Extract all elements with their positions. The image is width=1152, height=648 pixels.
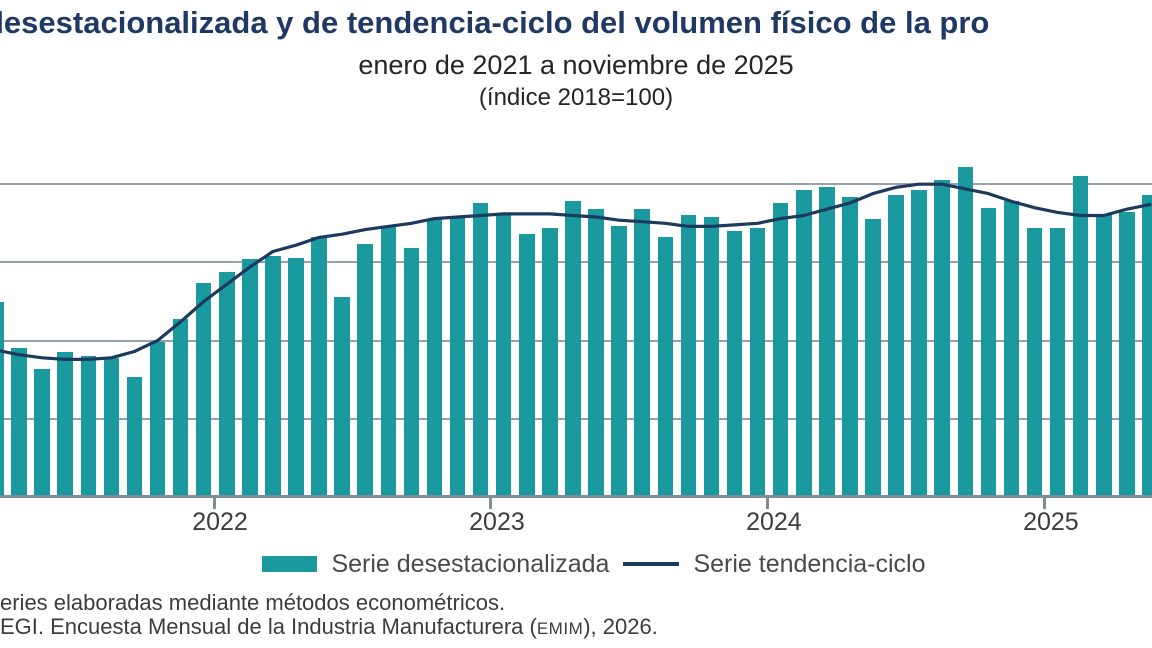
bar [242, 259, 258, 497]
bar [11, 348, 27, 497]
bar [403, 248, 420, 497]
bar [1119, 212, 1135, 497]
bar [519, 234, 535, 497]
footnote-source-prefix: EGI. Encuesta Mensual de la Industria Ma… [0, 614, 537, 639]
legend-bar-label: Serie desestacionalizada [331, 549, 610, 578]
legend-bar-swatch [262, 556, 318, 572]
bar [172, 318, 189, 497]
bar [495, 213, 512, 497]
gridline [0, 183, 1152, 186]
index-note: (índice 2018=100) [478, 84, 674, 111]
x-axis-year-label: 2023 [469, 508, 525, 536]
bar [911, 190, 927, 497]
bar [842, 196, 858, 497]
bar [1026, 228, 1043, 497]
bar [0, 301, 4, 497]
bar [1003, 201, 1020, 497]
bar [934, 179, 950, 497]
x-axis-tick [1043, 498, 1047, 509]
bar [57, 351, 73, 497]
x-axis-tick [766, 498, 770, 509]
footnote-line-2: EGI. Encuesta Mensual de la Industria Ma… [0, 614, 658, 640]
x-axis-year-label: 2024 [746, 508, 802, 536]
bar [819, 187, 835, 497]
bar [865, 218, 881, 497]
page-title: desestacionalizada y de tendencia-ciclo … [0, 5, 990, 40]
bar [796, 190, 812, 497]
bar [565, 201, 581, 497]
bar [288, 257, 304, 497]
bar [1142, 195, 1152, 497]
bar [726, 231, 743, 497]
bar [380, 226, 397, 497]
bar [426, 218, 443, 497]
subtitle: enero de 2021 a noviembre de 2025 [358, 50, 794, 80]
bar [888, 195, 904, 497]
legend-line-swatch [623, 562, 680, 566]
legend: Serie desestacionalizada Serie tendencia… [18, 549, 1152, 579]
bar [634, 209, 650, 497]
bar [34, 368, 50, 497]
bar [103, 357, 120, 497]
x-axis-year-label: 2022 [192, 508, 248, 536]
trend-line [0, 182, 1152, 361]
bar [980, 207, 997, 497]
x-axis-year-label: 2025 [1023, 508, 1079, 536]
bar [703, 217, 720, 497]
bar [657, 237, 674, 497]
x-axis-line [0, 495, 1152, 498]
bar [1096, 213, 1112, 497]
bar [265, 256, 281, 497]
footnote-line-1: eries elaboradas mediante métodos econom… [0, 590, 506, 615]
bar [1072, 176, 1089, 497]
footnote-source-suffix: ), 2026. [583, 614, 658, 639]
x-axis-tick [212, 498, 216, 509]
plot-area [0, 145, 1152, 497]
bar [149, 342, 166, 497]
bar [472, 202, 489, 497]
bar [219, 271, 235, 497]
bar [542, 228, 558, 497]
bar [588, 209, 604, 497]
bar [334, 296, 350, 497]
x-axis-tick [489, 498, 493, 509]
bar [611, 226, 627, 497]
bar [311, 237, 327, 497]
bar [126, 376, 143, 497]
bar [357, 243, 373, 497]
footnote-emim-smallcaps: EMIM [536, 619, 584, 638]
bar [195, 282, 212, 497]
legend-line-label: Serie tendencia-ciclo [693, 549, 926, 578]
bar [80, 356, 97, 497]
bar [680, 215, 697, 497]
bar [957, 167, 974, 497]
bar [749, 228, 766, 497]
bar [1049, 228, 1066, 497]
bar [772, 202, 789, 497]
bar [449, 217, 466, 497]
